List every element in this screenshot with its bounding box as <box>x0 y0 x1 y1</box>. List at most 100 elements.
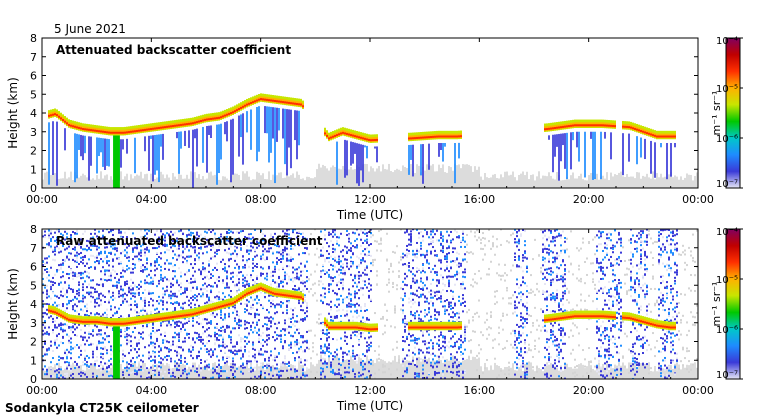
noise-mark <box>180 364 182 379</box>
noise-mark <box>332 289 334 292</box>
noise-mark <box>124 176 126 188</box>
noise-mark <box>206 275 208 278</box>
precip-mark <box>270 106 272 153</box>
noise-mark <box>234 317 236 320</box>
noise-mark <box>252 306 254 309</box>
noise-mark <box>174 270 176 273</box>
noise-mark <box>218 339 220 342</box>
noise-mark <box>168 371 170 374</box>
noise-mark <box>188 229 190 232</box>
noise-mark <box>296 341 298 344</box>
noise-mark <box>222 338 224 341</box>
noise-mark <box>158 373 160 376</box>
cloud-mark <box>230 112 232 115</box>
noise-mark <box>46 353 48 356</box>
precip-mark <box>454 143 456 184</box>
noise-mark <box>326 168 328 188</box>
precip-mark <box>636 136 638 165</box>
noise-mark <box>42 315 44 318</box>
noise-mark <box>158 354 160 357</box>
noise-mark <box>104 251 106 254</box>
noise-mark <box>286 273 288 276</box>
noise-mark <box>304 295 306 298</box>
noise-mark <box>292 173 294 188</box>
noise-mark <box>150 337 152 340</box>
x-tick-label: 12:00 <box>354 193 386 206</box>
noise-mark <box>308 368 310 379</box>
noise-mark <box>270 368 272 371</box>
noise-mark <box>106 370 108 379</box>
noise-mark <box>114 306 116 309</box>
noise-mark <box>470 166 472 188</box>
noise-mark <box>250 180 252 188</box>
noise-mark <box>244 345 246 348</box>
noise-mark <box>86 271 88 274</box>
noise-mark <box>300 336 302 339</box>
noise-mark <box>126 344 128 347</box>
noise-mark <box>130 363 132 379</box>
noise-mark <box>194 341 196 344</box>
noise-mark <box>270 354 272 357</box>
noise-mark <box>226 324 228 327</box>
noise-mark <box>146 257 148 260</box>
cloud-mark <box>302 105 304 108</box>
noise-mark <box>222 370 224 373</box>
noise-mark <box>534 180 536 188</box>
noise-mark <box>94 288 96 291</box>
noise-mark <box>104 300 106 303</box>
noise-mark <box>196 237 198 240</box>
noise-mark <box>390 171 392 188</box>
precip-mark <box>150 135 152 139</box>
noise-mark <box>152 359 154 362</box>
noise-mark <box>172 340 174 343</box>
noise-mark <box>140 336 142 339</box>
noise-mark <box>278 321 280 324</box>
cloud-mark <box>564 125 566 128</box>
noise-mark <box>472 171 474 188</box>
noise-mark <box>268 356 270 359</box>
x-axis-label: Time (UTC) <box>336 208 403 222</box>
cloud-mark <box>332 326 334 329</box>
precip-mark <box>122 139 124 150</box>
noise-mark <box>248 233 250 236</box>
noise-mark <box>292 323 294 326</box>
noise-mark <box>182 233 184 236</box>
noise-mark <box>528 179 530 188</box>
noise-mark <box>122 179 124 188</box>
noise-mark <box>270 275 272 278</box>
noise-mark <box>238 327 240 330</box>
noise-mark <box>248 258 250 261</box>
noise-mark <box>166 248 168 251</box>
cloud-mark <box>632 127 634 130</box>
noise-mark <box>204 330 206 333</box>
noise-mark <box>140 245 142 248</box>
cloud-mark <box>104 322 106 325</box>
noise-mark <box>94 261 96 264</box>
noise-mark <box>172 343 174 346</box>
noise-mark <box>282 347 284 350</box>
noise-mark <box>270 320 272 323</box>
noise-mark <box>240 337 242 340</box>
precip-mark <box>358 143 360 186</box>
cloud-mark <box>130 321 132 324</box>
noise-mark <box>198 333 200 336</box>
noise-mark <box>570 175 572 188</box>
noise-mark <box>246 280 248 283</box>
noise-mark <box>256 266 258 269</box>
noise-mark <box>160 347 162 350</box>
cloud-mark <box>292 295 294 298</box>
noise-mark <box>244 340 246 343</box>
noise-mark <box>198 236 200 239</box>
precip-mark <box>176 131 178 139</box>
noise-mark <box>200 338 202 341</box>
noise-mark <box>210 248 212 251</box>
noise-mark <box>248 300 250 303</box>
noise-mark <box>148 249 150 252</box>
precip-mark <box>654 142 656 178</box>
noise-mark <box>102 313 104 316</box>
noise-mark <box>294 359 296 362</box>
cloud-mark <box>432 135 434 138</box>
noise-mark <box>286 257 288 260</box>
noise-mark <box>270 321 272 324</box>
noise-mark <box>110 363 112 366</box>
